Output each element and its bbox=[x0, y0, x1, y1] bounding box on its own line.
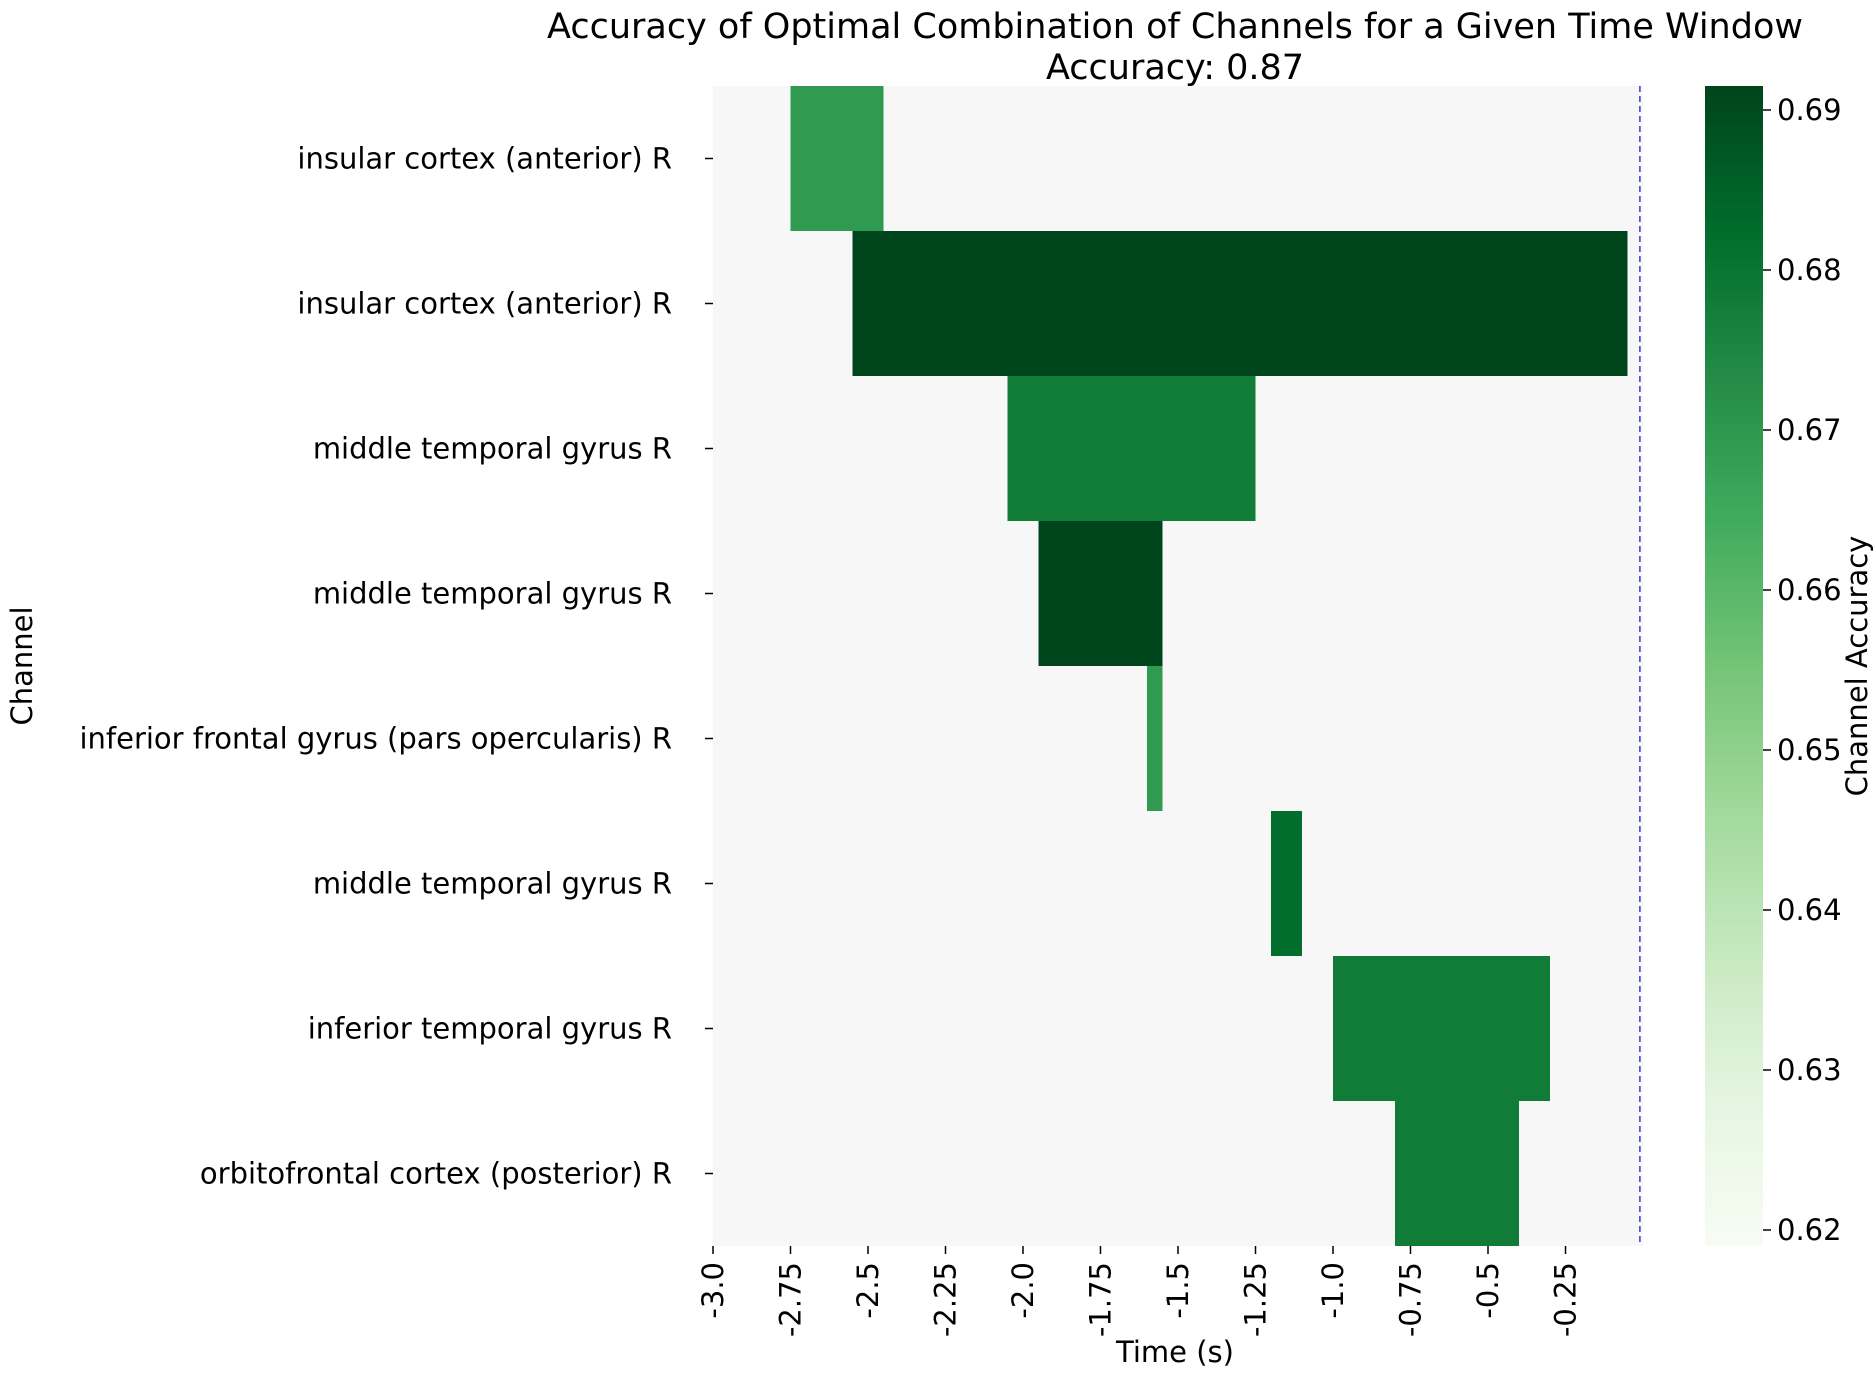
channel-labels: insular cortex (anterior) R insular corte… bbox=[79, 142, 713, 1191]
heatmap-cell bbox=[852, 231, 1628, 376]
x-tick-label: -1.75 bbox=[1084, 1262, 1118, 1337]
x-tick-label: -2.75 bbox=[774, 1262, 808, 1337]
channel-label: inferior frontal gyrus (pars opercularis… bbox=[79, 722, 672, 756]
channel-label: inferior temporal gyrus R bbox=[308, 1012, 672, 1046]
x-tick-label: -2.5 bbox=[851, 1262, 885, 1319]
x-tick-label: -1.5 bbox=[1161, 1262, 1195, 1319]
x-tick-label: -2.0 bbox=[1006, 1262, 1040, 1319]
heatmap-cell bbox=[1147, 666, 1163, 811]
colorbar-tick-label: 0.65 bbox=[1777, 733, 1842, 767]
channel-label: middle temporal gyrus R bbox=[313, 867, 672, 901]
x-tick-label: -0.5 bbox=[1471, 1262, 1505, 1319]
heatmap-cells bbox=[790, 86, 1628, 1246]
x-tick-label: -0.75 bbox=[1394, 1262, 1428, 1337]
colorbar-tick-label: 0.63 bbox=[1777, 1053, 1842, 1087]
heatmap-cell bbox=[1271, 811, 1302, 956]
x-tick-label: -1.25 bbox=[1239, 1262, 1273, 1337]
y-axis-label: Channel bbox=[5, 606, 39, 725]
x-tick-label: -2.25 bbox=[929, 1262, 963, 1337]
chart-subtitle: Accuracy: 0.87 bbox=[1046, 48, 1304, 88]
channel-label: insular cortex (anterior) R bbox=[297, 142, 672, 176]
colorbar-tick-label: 0.68 bbox=[1777, 253, 1842, 287]
channel-label: middle temporal gyrus R bbox=[313, 577, 672, 611]
colorbar-tick-label: 0.69 bbox=[1777, 93, 1842, 127]
colorbar-tick-label: 0.66 bbox=[1777, 573, 1842, 607]
x-axis-label: Time (s) bbox=[1115, 1335, 1234, 1369]
heatmap-cell bbox=[790, 86, 884, 231]
colorbar-tick-label: 0.67 bbox=[1777, 413, 1842, 447]
channel-label: orbitofrontal cortex (posterior) R bbox=[200, 1157, 672, 1191]
x-tick-label: -3.0 bbox=[696, 1262, 730, 1319]
colorbar-ticks: 0.62 0.63 0.64 0.65 0.66 0.67 0.68 0.69 bbox=[1763, 93, 1842, 1247]
x-axis-ticks: -3.0 -2.75 -2.5 -2.25 -2.0 -1.75 -1.5 -1.25 -1.0… bbox=[696, 1246, 1583, 1337]
heatmap-cell bbox=[1007, 376, 1256, 521]
chart-title: Accuracy of Optimal Combination of Chann… bbox=[547, 7, 1803, 47]
colorbar-tick-label: 0.62 bbox=[1777, 1213, 1842, 1247]
colorbar-tick-label: 0.64 bbox=[1777, 893, 1842, 927]
heatmap-cell bbox=[1333, 956, 1550, 1101]
x-tick-label: -1.0 bbox=[1316, 1262, 1350, 1319]
colorbar-label: Channel Accuracy bbox=[1840, 536, 1874, 797]
heatmap-cell bbox=[1038, 521, 1163, 666]
channel-label: middle temporal gyrus R bbox=[313, 432, 672, 466]
x-tick-label: -0.25 bbox=[1549, 1262, 1583, 1337]
channel-label: insular cortex (anterior) R bbox=[297, 287, 672, 321]
heatmap-cell bbox=[1395, 1101, 1519, 1246]
colorbar bbox=[1705, 86, 1763, 1246]
